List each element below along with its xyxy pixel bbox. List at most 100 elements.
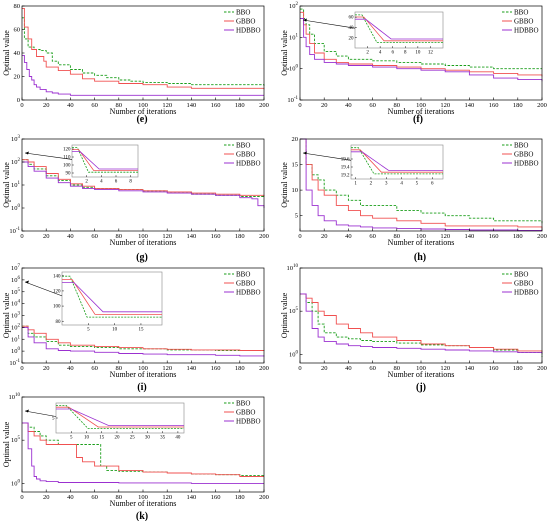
x-tick-label: 60 [91, 494, 98, 501]
x-tick-label: 100 [416, 365, 426, 372]
series-line-hdbbo [300, 18, 543, 82]
legend-label-gbbo: GBBO [514, 280, 533, 288]
legend-label-gbbo: GBBO [514, 151, 533, 159]
series-line-hdbbo [22, 422, 264, 484]
x-tick-label: 60 [91, 365, 98, 372]
x-tick-label: 0 [20, 233, 23, 240]
inset-x-tick-label: 6 [431, 182, 434, 187]
x-axis-label: Number of iterations [110, 238, 177, 247]
x-tick-label: 20 [43, 102, 50, 109]
x-tick-label: 100 [416, 233, 426, 240]
x-tick-label: 120 [440, 365, 450, 372]
inset-series-gbbo [62, 279, 162, 315]
inset-x-tick-label: 30 [145, 436, 151, 441]
x-tick-label: 40 [67, 102, 74, 109]
inset-x-tick-label: 35 [160, 436, 166, 441]
x-tick-label: 100 [138, 233, 148, 240]
x-tick-label: 120 [162, 365, 172, 372]
x-tick-label: 140 [465, 365, 475, 372]
legend-label-hdbbo: HDBBO [514, 27, 539, 35]
y-tick-label: 101 [289, 33, 299, 41]
x-tick-label: 20 [321, 365, 328, 372]
y-tick-label: 80 [14, 3, 21, 10]
inset-frame [350, 144, 444, 180]
x-tick-label: 140 [187, 102, 197, 109]
series-line-gbbo [22, 159, 265, 197]
x-tick-label: 180 [235, 233, 245, 240]
series-line-bbo [300, 138, 543, 224]
x-tick-label: 0 [20, 365, 23, 372]
x-axis-label: Number of iterations [388, 370, 455, 379]
inset-series-hdbbo [62, 282, 162, 313]
y-tick-label: 101 [11, 335, 21, 343]
inset-zoom: 2 4 6 8 10 12 20 40 60 [302, 11, 444, 56]
chart-panel-h: 0 20 40 60 80 100 120 140 160 180 2005101520Number… [280, 136, 547, 263]
inset-y-tick-label: 100 [63, 164, 71, 169]
plot-frame [21, 138, 265, 232]
inset-frame [354, 11, 444, 49]
inset-series-hdbbo [351, 151, 443, 171]
inset-series-gbbo [351, 149, 443, 173]
y-axis-label: Optimal value [280, 30, 289, 76]
x-tick-label: 120 [440, 233, 450, 240]
inset-frame [55, 402, 185, 434]
inset-x-tick-label: 10 [415, 51, 421, 56]
inset-x-tick-label: 2 [85, 180, 88, 185]
chart-panel-j: 0 20 40 60 80 100 120 140 160 180 200 100 105 1010 Num… [280, 264, 547, 393]
x-tick-label: 200 [537, 102, 547, 109]
y-tick-label: 60 [14, 27, 21, 34]
y-axis-label: Optimal value [2, 421, 11, 467]
y-tick-label: 105 [289, 307, 299, 315]
x-tick-label: 160 [211, 233, 221, 240]
legend-label-hdbbo: HDBBO [236, 27, 261, 35]
x-tick-label: 40 [67, 494, 74, 501]
x-tick-label: 100 [138, 365, 148, 372]
y-tick-label: 100 [11, 204, 21, 212]
x-tick-label: 40 [345, 102, 352, 109]
series-line-gbbo [300, 293, 543, 353]
y-tick-label: 102 [11, 158, 21, 166]
chart-panel-g: 0 20 40 60 80 100 120 140 160 180 200 10-1 100 101 102… [2, 135, 269, 263]
inset-x-tick-label: 40 [175, 436, 181, 441]
series-line-gbbo [300, 138, 543, 229]
inset-y-tick-label: 20 [349, 36, 355, 41]
inset-series-hdbbo [72, 151, 138, 170]
x-axis-label: Number of iterations [110, 107, 177, 116]
inset-series-bbo [351, 147, 443, 175]
series-line-gbbo [22, 325, 264, 351]
inset-series-bbo [62, 275, 162, 318]
series-line-bbo [300, 8, 542, 70]
panel-letter: (h) [414, 252, 426, 263]
series-line-gbbo [22, 422, 264, 477]
panel-letter: (i) [137, 382, 146, 393]
inset-x-tick-label: 6 [115, 180, 118, 185]
x-axis-label: Number of iterations [110, 370, 177, 379]
inset-pointer-arrow [24, 281, 63, 297]
y-tick-label: 102 [289, 2, 299, 10]
inset-y-tick-label: 100 [53, 305, 61, 310]
y-tick-label: 1010 [9, 393, 21, 401]
legend-label-hdbbo: HDBBO [236, 418, 261, 426]
y-tick-label: 15 [292, 162, 299, 169]
x-tick-label: 200 [259, 233, 269, 240]
x-tick-label: 0 [20, 102, 23, 109]
x-tick-label: 40 [345, 365, 352, 372]
x-tick-label: 120 [162, 494, 172, 501]
x-tick-label: 20 [43, 494, 50, 501]
y-axis-label: Optimal value [280, 292, 289, 338]
x-tick-label: 80 [394, 233, 401, 240]
y-axis-label: Optimal value [2, 30, 11, 76]
y-tick-label: 20 [292, 136, 299, 143]
y-tick-label: 5 [295, 213, 298, 220]
inset-pointer-arrowhead [303, 151, 307, 155]
x-axis-label: Number of iterations [388, 238, 455, 247]
x-tick-label: 100 [138, 494, 148, 501]
y-tick-label: 100 [11, 347, 21, 355]
x-axis-label: Number of iterations [388, 107, 455, 116]
y-tick-label: 10-1 [287, 96, 298, 104]
y-axis-label: Optimal value [2, 292, 11, 338]
inset-y-tick-label: 110 [63, 156, 71, 161]
legend-label-bbo: BBO [514, 142, 528, 150]
y-tick-label: 20 [14, 74, 21, 81]
x-tick-label: 80 [394, 365, 401, 372]
